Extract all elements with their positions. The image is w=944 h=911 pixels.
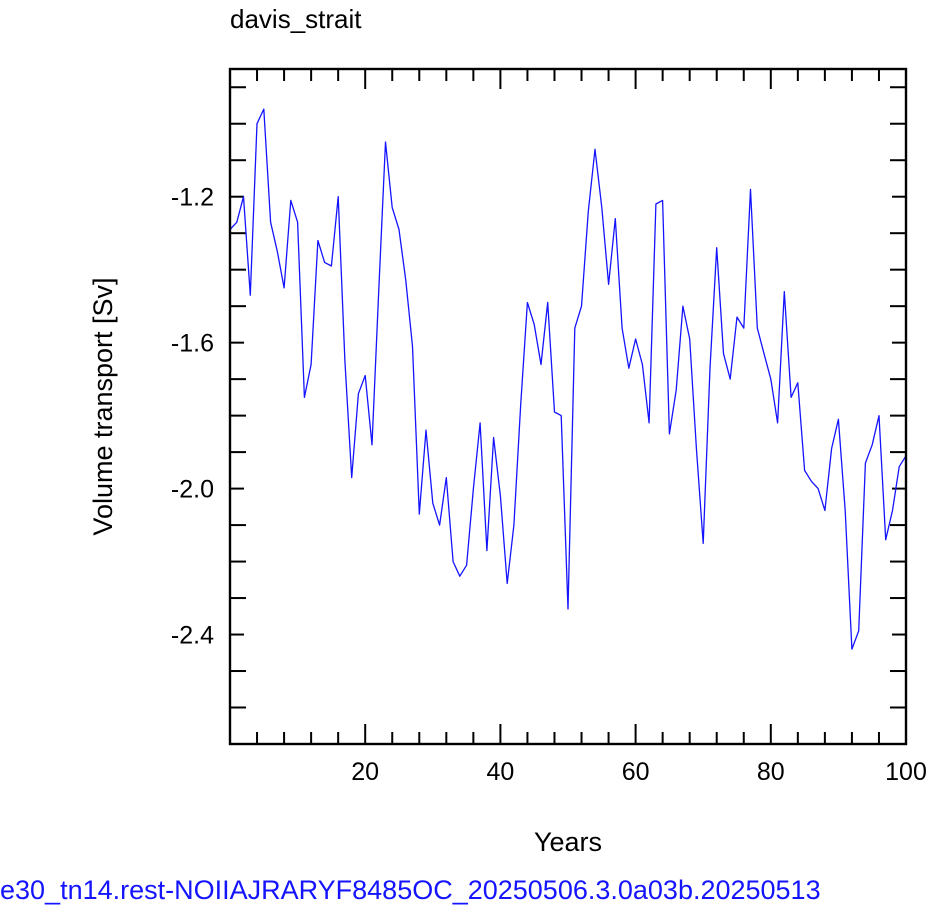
chart-title: davis_strait xyxy=(230,4,362,34)
tick-marks xyxy=(230,69,906,745)
x-axis-label: Years xyxy=(534,827,602,857)
x-tick-label: 40 xyxy=(486,758,514,786)
x-tick-label: 80 xyxy=(757,758,785,786)
x-tick-label: 100 xyxy=(885,758,927,786)
y-tick-label: -2.4 xyxy=(171,622,214,650)
series-line xyxy=(229,108,907,650)
y-tick-label: -2.0 xyxy=(171,476,214,504)
x-tick-label: 60 xyxy=(622,758,650,786)
y-tick-labels: -1.2 -1.6 -2.0 -2.4 xyxy=(171,184,214,650)
x-tick-label: 20 xyxy=(351,758,379,786)
y-tick-label: -1.2 xyxy=(171,184,214,212)
y-tick-label: -1.6 xyxy=(171,330,214,358)
plot-frame xyxy=(228,67,908,746)
run-id-footer: e30_tn14.rest-NOIIAJRARYF8485OC_20250506… xyxy=(0,875,821,905)
y-axis-label: Volume transport [Sv] xyxy=(88,277,118,535)
x-tick-labels: 20 40 60 80 100 xyxy=(351,758,927,786)
